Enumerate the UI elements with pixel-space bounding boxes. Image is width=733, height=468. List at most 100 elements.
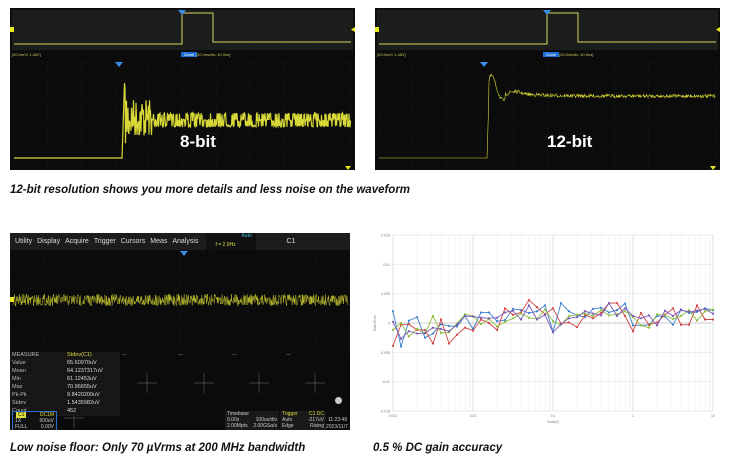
- data-point: [407, 335, 410, 338]
- measure-key: Min: [12, 376, 21, 382]
- signal-trace: [14, 82, 352, 159]
- data-point: [415, 316, 419, 319]
- data-point: [487, 317, 490, 320]
- measure-slot-4[interactable]: ---: [286, 352, 291, 358]
- trigger-marker-icon: [180, 251, 188, 256]
- y-axis-label: Gain Error: [373, 314, 377, 331]
- timebase-title: Timebase: [227, 411, 249, 417]
- data-point: [407, 330, 410, 333]
- data-point: [399, 337, 403, 340]
- menu-utility[interactable]: Utility: [15, 238, 33, 245]
- measure-row: Stdev 1.5435982uV: [10, 400, 120, 408]
- data-point: [671, 314, 675, 318]
- channel-scale-label: [20.0mV/ 1.48V]: [12, 52, 41, 57]
- trigger-box[interactable]: Trigger C1 DC Auto -217uV Edge Rising: [280, 411, 326, 430]
- data-point: [551, 307, 555, 310]
- menu-acquire[interactable]: Acquire: [65, 238, 89, 245]
- trigger-level: -217uV: [307, 417, 324, 423]
- data-point: [655, 324, 659, 327]
- clock-time: 11:23:49: [328, 417, 348, 423]
- data-point: [591, 307, 595, 311]
- data-point: [615, 308, 619, 312]
- zoom-tag[interactable]: Zoom: [181, 52, 198, 57]
- data-point: [567, 317, 570, 320]
- data-point: [439, 318, 443, 321]
- data-point: [519, 308, 523, 312]
- ch-offset: 0.00V: [40, 424, 54, 430]
- ch-coupling: DC1M: [39, 412, 54, 418]
- y-tick-label: 0.015: [381, 234, 390, 238]
- data-point: [431, 326, 435, 329]
- noise-trace: [12, 293, 349, 307]
- scope-menu-bar: Utility Display Acquire Trigger Cursors …: [10, 233, 350, 250]
- waveform-12bit: [375, 9, 720, 170]
- trigger-status: Auto f = 2.0Hz: [206, 233, 257, 250]
- measure-key: Value: [12, 360, 26, 366]
- data-point: [423, 328, 427, 332]
- data-point: [679, 323, 683, 326]
- menu-cursors[interactable]: Cursors: [120, 238, 146, 245]
- x-tick-label: 0.01: [470, 414, 477, 418]
- level-marker-icon: [351, 27, 355, 32]
- trigger-marker-icon: [115, 62, 123, 67]
- timebase-label: [20.0ns/div, 40.0ns]: [559, 52, 594, 57]
- x-tick-label: 10: [711, 414, 715, 418]
- measure-row: Pk-Pk 9.8420200uV: [10, 392, 120, 400]
- channel-marker-icon: [375, 27, 379, 32]
- menu-meas[interactable]: Meas: [150, 238, 168, 245]
- data-point: [567, 321, 570, 324]
- scope-noise-panel: Utility Display Acquire Trigger Cursors …: [10, 233, 350, 430]
- measure-value: 70.96655uV: [67, 384, 97, 390]
- data-point: [455, 325, 459, 328]
- data-point: [703, 310, 707, 313]
- data-point: [647, 323, 650, 326]
- data-point: [535, 318, 539, 321]
- data-point: [695, 319, 699, 322]
- data-point: [543, 313, 547, 316]
- x-tick-label: 0.1: [551, 414, 556, 418]
- timebase-box[interactable]: Timebase 0.00s 100us/div 2.00Mpts 2.00GS…: [225, 411, 279, 430]
- frequency: f = 2.0Hz: [215, 242, 236, 248]
- ch-scale: 500uV: [39, 418, 54, 424]
- data-point: [551, 331, 555, 334]
- channel-label[interactable]: C1: [286, 238, 296, 245]
- measure-slot-3[interactable]: ---: [232, 352, 237, 358]
- data-point: [431, 332, 435, 335]
- zoom-tag[interactable]: Zoom: [543, 52, 560, 57]
- x-tick-label: 1: [632, 414, 634, 418]
- data-point: [423, 331, 427, 335]
- data-point: [543, 304, 547, 307]
- data-point: [399, 321, 403, 325]
- menu-display[interactable]: Display: [37, 238, 61, 245]
- measure-type[interactable]: Stdev(C1): [67, 352, 92, 358]
- data-point: [479, 318, 483, 321]
- measure-value: 64.1237317uV: [67, 368, 103, 374]
- data-point: [671, 317, 675, 320]
- resolution-label: 8-bit: [180, 132, 216, 151]
- data-point: [607, 314, 611, 317]
- data-point: [423, 336, 427, 339]
- measure-row: Min 61.12453uV: [10, 376, 120, 384]
- channel-box[interactable]: C1 DC1M 1X 500uV FULL 0.00V: [12, 411, 57, 430]
- measure-value: 65.60970uV: [67, 360, 97, 366]
- scope-12bit-panel: [20.0mV/ 1.48V] Zoom [20.0ns/div, 40.0ns…: [375, 8, 720, 170]
- menu-analysis[interactable]: Analysis: [172, 238, 199, 245]
- menu-trigger[interactable]: Trigger: [93, 238, 116, 245]
- measure-row: Max 70.96655uV: [10, 384, 120, 392]
- measure-settings-button[interactable]: [335, 397, 342, 404]
- data-point: [511, 313, 515, 316]
- data-point: [495, 328, 499, 332]
- data-point: [391, 320, 395, 323]
- measure-slot-1[interactable]: ---: [122, 352, 127, 358]
- caption-resolution: 12-bit resolution shows you more details…: [10, 184, 411, 196]
- data-point: [695, 309, 699, 312]
- data-point: [575, 313, 579, 316]
- data-point: [599, 311, 603, 315]
- data-point: [607, 301, 611, 305]
- data-point: [711, 318, 715, 321]
- measure-slot-2[interactable]: ---: [178, 352, 183, 358]
- data-point: [471, 329, 475, 332]
- measure-header: MEASURE: [12, 352, 40, 358]
- data-point: [559, 323, 563, 326]
